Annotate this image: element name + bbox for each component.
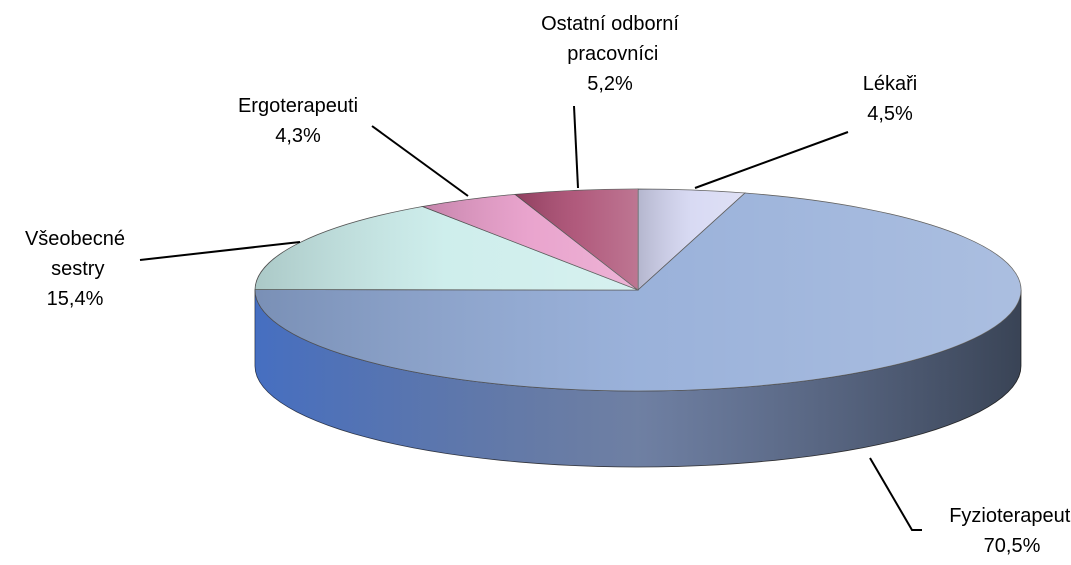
leader-line bbox=[573, 105, 579, 189]
pie-side-shade bbox=[255, 290, 1021, 467]
slice-label: Všeobecné sestry bbox=[25, 228, 125, 280]
slice-label: Lékaři bbox=[863, 73, 917, 95]
slice-label: Ergoterapeuti bbox=[238, 95, 358, 117]
value-label: 70,5% bbox=[984, 535, 1041, 557]
value-label: 4,3% bbox=[275, 125, 321, 147]
leader-line bbox=[694, 131, 849, 189]
leader-line bbox=[139, 241, 301, 261]
value-label: 15,4% bbox=[47, 288, 104, 310]
leader-line bbox=[371, 125, 469, 197]
leader-line bbox=[869, 457, 922, 531]
value-label: 5,2% bbox=[587, 73, 633, 95]
pie-slice-shade bbox=[638, 189, 745, 290]
pie-slice-shade bbox=[255, 206, 638, 290]
slice-label: Ostatní odborní pracovníci bbox=[541, 13, 679, 65]
value-label: 4,5% bbox=[867, 103, 913, 125]
slice-label: Fyzioterapeuti bbox=[949, 505, 1071, 527]
pie-slice-shade bbox=[255, 193, 1022, 391]
pie-slice-shade bbox=[514, 189, 638, 290]
pie-slice-shade bbox=[422, 194, 638, 290]
